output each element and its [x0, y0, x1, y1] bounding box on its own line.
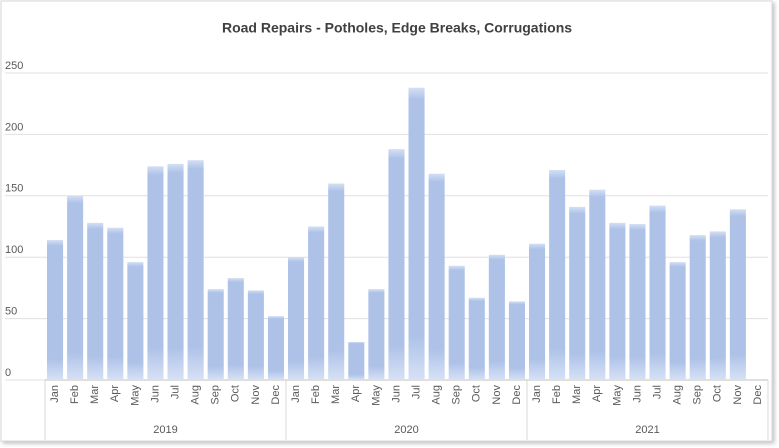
bar — [207, 289, 224, 380]
bar — [689, 235, 706, 380]
bar — [468, 297, 485, 380]
bar — [408, 87, 425, 381]
bar — [227, 278, 244, 380]
bar — [47, 240, 64, 380]
y-tick-label: 200 — [5, 121, 23, 133]
x-tick-label: Mar — [330, 385, 342, 404]
bar — [589, 189, 606, 380]
bar — [308, 226, 325, 380]
x-tick-label: Jun — [631, 385, 643, 403]
bar — [529, 243, 546, 380]
bar — [709, 231, 726, 380]
x-tick-label: Mar — [571, 385, 583, 404]
bar — [649, 205, 666, 380]
x-tick-label: Jan — [531, 385, 543, 403]
y-tick-label: 150 — [5, 183, 23, 195]
x-tick-label: Jul — [410, 385, 422, 399]
bar — [508, 301, 525, 380]
bar — [167, 163, 184, 380]
y-tick-label: 250 — [5, 60, 23, 72]
x-tick-label: Jul — [169, 385, 181, 399]
x-tick-label: Nov — [491, 385, 503, 405]
x-tick-label: Aug — [672, 385, 684, 405]
x-tick-label: May — [370, 385, 382, 406]
bar — [428, 173, 445, 380]
bar — [669, 262, 686, 380]
bar — [67, 195, 84, 380]
bar — [107, 227, 124, 380]
x-tick-label: Jan — [290, 385, 302, 403]
x-tick-label: Sep — [210, 385, 222, 405]
x-tick-label: Jan — [49, 385, 61, 403]
x-tick-label: Apr — [350, 385, 362, 402]
bar — [147, 166, 164, 380]
bar — [729, 209, 746, 380]
group-label: 2020 — [394, 424, 418, 436]
x-tick-label: Dec — [752, 385, 764, 405]
bar — [368, 289, 385, 380]
x-tick-label: Jun — [390, 385, 402, 403]
x-tick-label: Aug — [190, 385, 202, 405]
x-tick-label: May — [611, 385, 623, 406]
x-tick-label: Apr — [591, 385, 603, 402]
bar — [609, 222, 626, 380]
bar — [629, 224, 646, 380]
bar — [488, 254, 505, 380]
bar — [87, 222, 104, 380]
bar — [288, 257, 305, 380]
x-tick-label: Aug — [431, 385, 443, 405]
x-tick-label: Oct — [712, 385, 724, 402]
bar — [549, 170, 566, 380]
group-label: 2021 — [635, 424, 659, 436]
bar — [247, 290, 264, 380]
x-tick-label: Mar — [89, 385, 101, 404]
bar — [267, 316, 284, 380]
x-tick-label: Sep — [692, 385, 704, 405]
bar — [348, 341, 365, 380]
bar — [448, 265, 465, 380]
bar — [328, 183, 345, 380]
x-tick-label: Dec — [511, 385, 523, 405]
y-tick-label: 100 — [5, 244, 23, 256]
x-tick-label: Jun — [149, 385, 161, 403]
x-tick-label: Oct — [471, 385, 483, 402]
x-tick-label: May — [129, 385, 141, 406]
bar — [569, 206, 586, 380]
x-tick-label: Nov — [732, 385, 744, 405]
bar — [388, 149, 405, 380]
y-tick-label: 50 — [5, 306, 17, 318]
bar — [187, 160, 204, 380]
x-tick-label: Jul — [651, 385, 663, 399]
x-tick-label: Feb — [551, 385, 563, 404]
x-tick-label: Apr — [109, 385, 121, 402]
y-tick-label: 0 — [5, 367, 11, 379]
bar — [127, 262, 144, 380]
x-tick-label: Dec — [270, 385, 282, 405]
x-tick-label: Sep — [451, 385, 463, 405]
x-tick-label: Oct — [230, 385, 242, 402]
group-label: 2019 — [153, 424, 177, 436]
chart-title: Road Repairs - Potholes, Edge Breaks, Co… — [222, 20, 572, 36]
x-tick-label: Feb — [69, 385, 81, 404]
x-tick-label: Nov — [250, 385, 262, 405]
x-tick-label: Feb — [310, 385, 322, 404]
